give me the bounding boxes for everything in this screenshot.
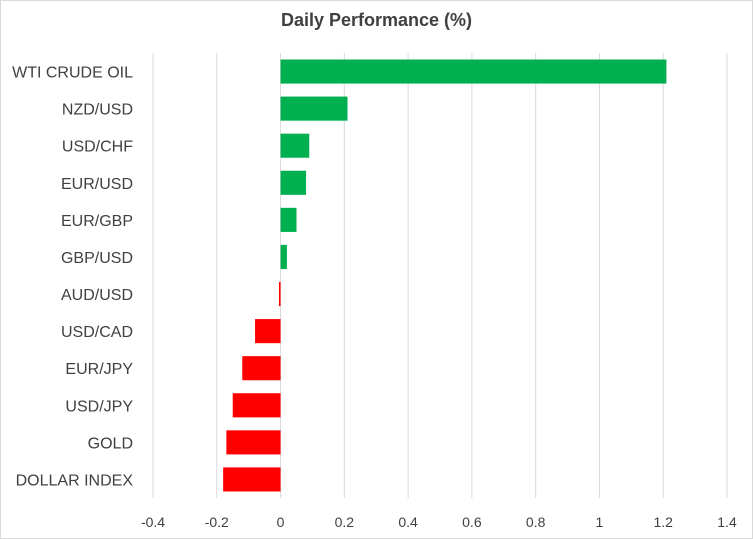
category-label: EUR/JPY [65,361,133,378]
bar [226,430,281,455]
bar [232,393,281,418]
x-tick-label: 0.8 [526,514,546,530]
bar [280,96,348,121]
x-tick-label: 1 [596,514,604,530]
bar [278,281,281,307]
category-label: USD/CHF [62,139,133,156]
x-tick-label: -0.4 [141,514,165,530]
x-tick-label: 0.6 [462,514,482,530]
x-tick-label: 1.4 [717,514,737,530]
x-tick-label: 0.4 [398,514,418,530]
bar [280,244,287,270]
chart-title: Daily Performance (%) [280,10,473,30]
bar [280,133,310,158]
category-label: NZD/USD [62,102,133,119]
category-label: GOLD [88,435,133,452]
x-tick-label: 0.2 [335,514,355,530]
x-tick-label: 0 [277,514,285,530]
category-label: DOLLAR INDEX [16,472,134,489]
bar [280,59,667,84]
bar [242,356,281,381]
category-label: EUR/GBP [61,213,133,230]
x-tick-label: -0.2 [205,514,229,530]
bar [223,467,281,492]
bar [280,207,297,232]
category-label: AUD/USD [61,287,133,304]
x-tick-label: 1.2 [653,514,673,530]
category-label: WTI CRUDE OIL [12,65,133,82]
bar [280,170,307,195]
category-label: USD/JPY [65,398,133,415]
bar [255,319,281,344]
category-label: GBP/USD [61,250,133,267]
category-label: EUR/USD [61,176,133,193]
category-label: USD/CAD [61,324,133,341]
